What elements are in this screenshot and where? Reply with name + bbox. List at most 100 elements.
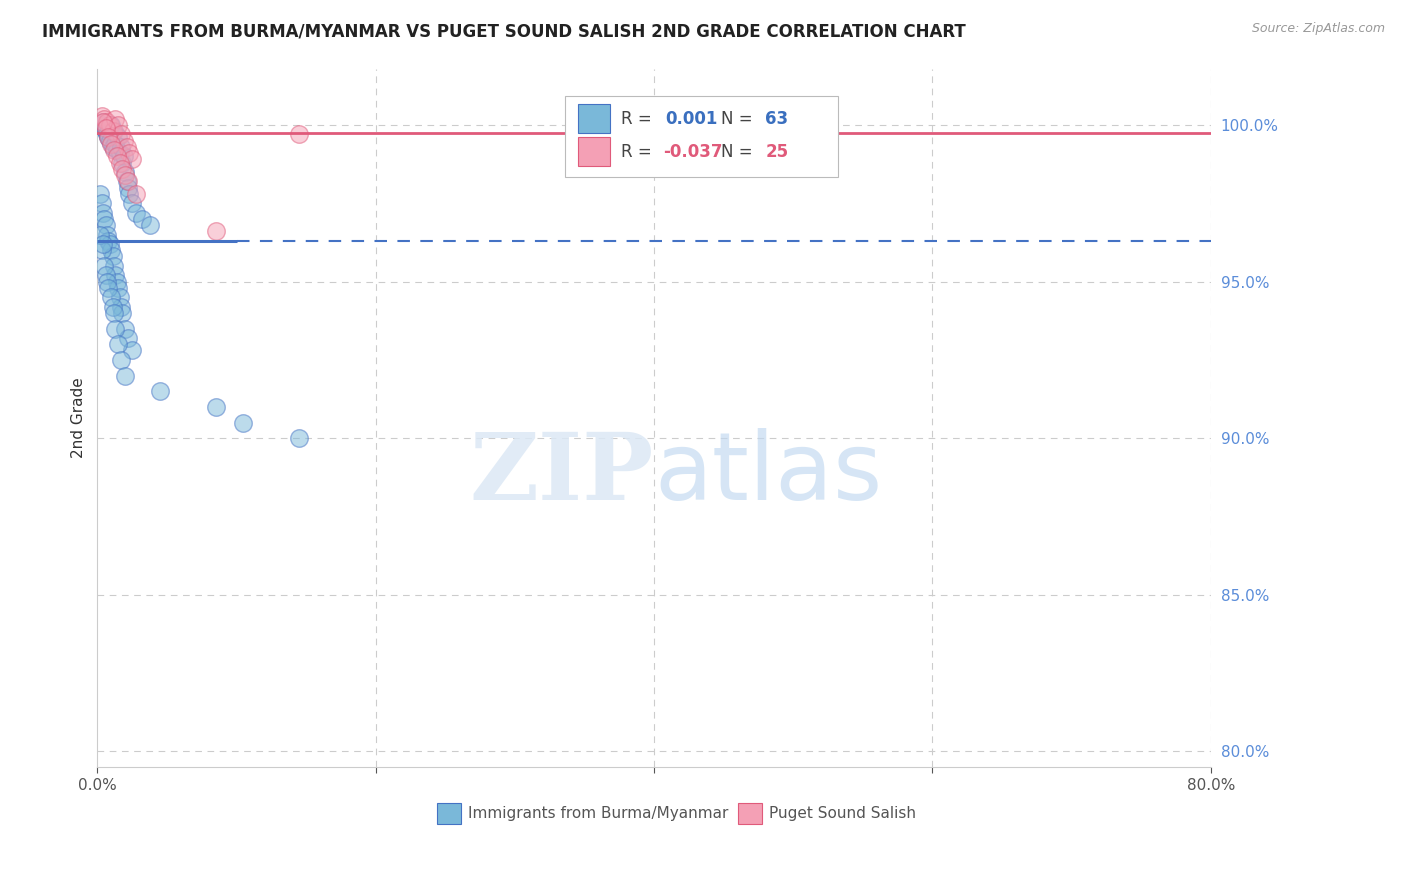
Point (94, 218, 117, 232)
FancyBboxPatch shape (578, 104, 610, 134)
FancyBboxPatch shape (578, 137, 610, 166)
Point (288, 128, 311, 142)
Point (105, 143, 128, 157)
Point (117, 180, 139, 194)
Point (91, 115, 114, 129)
Point (110, 128, 132, 142)
Text: 25: 25 (765, 143, 789, 161)
Point (98, 118, 121, 132)
Text: N =: N = (721, 143, 758, 161)
Point (93, 112, 115, 126)
Point (115, 140, 138, 154)
Point (110, 352, 132, 367)
Point (103, 306, 125, 320)
Point (232, 416, 254, 430)
FancyBboxPatch shape (565, 96, 838, 177)
Point (103, 124, 125, 138)
Point (110, 300, 132, 314)
Text: atlas: atlas (654, 428, 883, 520)
Point (93, 121, 115, 136)
Point (139, 218, 162, 232)
Text: 0.001: 0.001 (665, 110, 717, 128)
Point (94, 268, 117, 283)
Point (93, 259, 115, 273)
Point (108, 146, 131, 161)
Text: ZIP: ZIP (470, 429, 654, 519)
Point (104, 136, 127, 151)
Point (117, 331, 139, 345)
Point (100, 290, 122, 304)
Text: Source: ZipAtlas.com: Source: ZipAtlas.com (1251, 22, 1385, 36)
Point (107, 130, 129, 145)
Point (104, 268, 127, 283)
Point (108, 290, 131, 304)
Text: -0.037: -0.037 (664, 143, 723, 161)
Text: N =: N = (721, 110, 758, 128)
Point (114, 321, 136, 335)
Point (103, 259, 125, 273)
Point (149, 384, 172, 399)
Point (107, 118, 129, 132)
FancyBboxPatch shape (437, 804, 461, 824)
Point (111, 155, 134, 169)
Point (97, 281, 120, 295)
Point (121, 153, 143, 167)
Point (101, 250, 124, 264)
Point (107, 337, 129, 351)
Point (110, 140, 132, 154)
Point (104, 112, 127, 126)
Point (121, 343, 143, 358)
Y-axis label: 2nd Grade: 2nd Grade (72, 377, 86, 458)
Point (98, 237, 121, 252)
Point (96, 128, 118, 142)
Point (90, 108, 112, 122)
Point (96, 115, 118, 129)
Point (100, 136, 122, 151)
Point (91, 237, 114, 252)
Point (204, 224, 226, 238)
Text: IMMIGRANTS FROM BURMA/MYANMAR VS PUGET SOUND SALISH 2ND GRADE CORRELATION CHART: IMMIGRANTS FROM BURMA/MYANMAR VS PUGET S… (42, 22, 966, 40)
Point (90, 118, 112, 132)
Point (97, 130, 120, 145)
Point (105, 275, 128, 289)
Point (96, 227, 118, 242)
Point (108, 155, 131, 169)
Point (117, 174, 139, 188)
Point (104, 321, 127, 335)
Text: R =: R = (620, 110, 657, 128)
Point (112, 149, 135, 163)
Point (94, 124, 117, 138)
Point (97, 130, 120, 145)
Point (118, 146, 141, 161)
Point (89, 227, 111, 242)
Point (94, 121, 117, 136)
Point (90, 244, 112, 258)
Point (114, 368, 136, 383)
Text: R =: R = (620, 143, 657, 161)
Point (91, 205, 114, 219)
Text: 63: 63 (765, 110, 789, 128)
Point (121, 196, 143, 211)
Point (96, 275, 118, 289)
Point (101, 140, 124, 154)
Point (125, 186, 148, 201)
Point (90, 196, 112, 211)
Point (101, 124, 124, 138)
Point (204, 400, 226, 414)
Point (111, 161, 134, 176)
Point (100, 118, 122, 132)
FancyBboxPatch shape (738, 804, 762, 824)
Point (288, 431, 311, 445)
Point (91, 115, 114, 129)
Point (100, 244, 122, 258)
Point (114, 168, 136, 182)
Point (131, 211, 153, 226)
Point (98, 134, 121, 148)
Point (89, 186, 111, 201)
Point (103, 143, 125, 157)
Point (97, 234, 120, 248)
Text: Immigrants from Burma/Myanmar: Immigrants from Burma/Myanmar (468, 806, 728, 822)
Point (107, 281, 129, 295)
Point (101, 300, 124, 314)
Point (93, 211, 115, 226)
